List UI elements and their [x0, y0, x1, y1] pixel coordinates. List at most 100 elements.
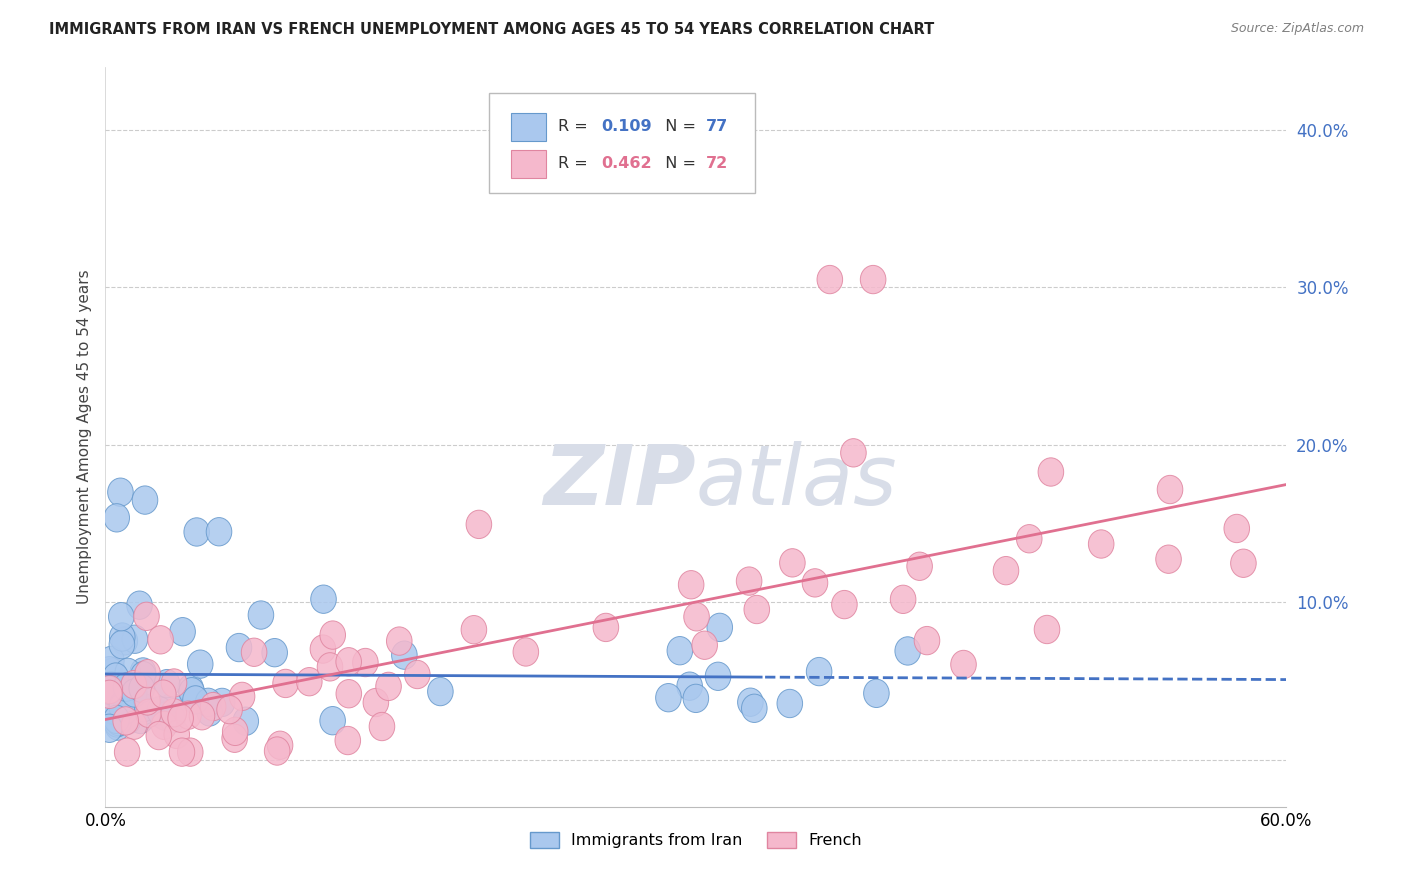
Ellipse shape: [993, 557, 1019, 585]
Ellipse shape: [121, 711, 146, 739]
Ellipse shape: [179, 678, 204, 706]
Ellipse shape: [741, 694, 768, 723]
Ellipse shape: [112, 706, 138, 735]
Ellipse shape: [233, 707, 259, 735]
Ellipse shape: [104, 504, 129, 532]
Ellipse shape: [134, 602, 159, 631]
Ellipse shape: [1035, 615, 1060, 644]
Ellipse shape: [167, 704, 194, 732]
Text: IMMIGRANTS FROM IRAN VS FRENCH UNEMPLOYMENT AMONG AGES 45 TO 54 YEARS CORRELATIO: IMMIGRANTS FROM IRAN VS FRENCH UNEMPLOYM…: [49, 22, 935, 37]
Ellipse shape: [97, 675, 122, 704]
Ellipse shape: [914, 626, 939, 655]
Ellipse shape: [104, 709, 129, 737]
Ellipse shape: [405, 660, 430, 689]
Text: N =: N =: [655, 156, 700, 171]
Ellipse shape: [1225, 515, 1250, 542]
Ellipse shape: [184, 517, 209, 546]
Ellipse shape: [149, 700, 174, 728]
Ellipse shape: [152, 711, 177, 739]
Ellipse shape: [683, 603, 710, 631]
Ellipse shape: [108, 602, 134, 631]
Ellipse shape: [162, 669, 187, 698]
Ellipse shape: [319, 706, 346, 735]
Ellipse shape: [135, 699, 162, 728]
Ellipse shape: [1156, 545, 1181, 574]
Text: 0.462: 0.462: [602, 156, 652, 171]
Ellipse shape: [112, 696, 138, 724]
Ellipse shape: [666, 637, 693, 665]
Ellipse shape: [392, 641, 418, 669]
Text: N =: N =: [655, 120, 700, 135]
Ellipse shape: [427, 677, 453, 706]
Ellipse shape: [105, 712, 131, 740]
Ellipse shape: [950, 650, 976, 679]
Ellipse shape: [98, 646, 124, 674]
Ellipse shape: [1088, 530, 1114, 558]
Text: ZIP: ZIP: [543, 441, 696, 522]
Ellipse shape: [1230, 549, 1256, 577]
Ellipse shape: [105, 707, 132, 736]
Ellipse shape: [177, 738, 202, 766]
Ellipse shape: [222, 717, 247, 746]
Ellipse shape: [112, 627, 138, 655]
Ellipse shape: [197, 698, 222, 726]
Ellipse shape: [121, 679, 148, 707]
Ellipse shape: [744, 595, 769, 624]
Ellipse shape: [229, 682, 254, 711]
Ellipse shape: [135, 687, 160, 715]
FancyBboxPatch shape: [489, 93, 755, 193]
Ellipse shape: [146, 722, 172, 750]
Ellipse shape: [860, 266, 886, 293]
Ellipse shape: [890, 585, 915, 614]
Ellipse shape: [707, 613, 733, 641]
Ellipse shape: [165, 720, 190, 748]
Ellipse shape: [907, 552, 932, 581]
Ellipse shape: [273, 669, 298, 698]
Ellipse shape: [262, 639, 287, 667]
Ellipse shape: [108, 478, 134, 507]
Text: Source: ZipAtlas.com: Source: ZipAtlas.com: [1230, 22, 1364, 36]
Ellipse shape: [152, 702, 177, 731]
Ellipse shape: [122, 690, 148, 718]
FancyBboxPatch shape: [510, 150, 546, 178]
Ellipse shape: [108, 676, 135, 704]
Text: 77: 77: [706, 120, 728, 135]
Ellipse shape: [375, 673, 401, 700]
Ellipse shape: [806, 657, 832, 686]
Ellipse shape: [98, 672, 124, 700]
Ellipse shape: [817, 266, 842, 293]
Ellipse shape: [706, 662, 731, 690]
Ellipse shape: [100, 658, 127, 686]
Text: R =: R =: [558, 156, 593, 171]
Text: atlas: atlas: [696, 441, 897, 522]
Ellipse shape: [318, 653, 343, 681]
Ellipse shape: [676, 672, 703, 700]
Ellipse shape: [131, 657, 156, 686]
Ellipse shape: [387, 627, 412, 656]
Text: 0.109: 0.109: [602, 120, 652, 135]
Ellipse shape: [353, 648, 378, 677]
Ellipse shape: [779, 549, 806, 577]
Ellipse shape: [841, 439, 866, 467]
Ellipse shape: [97, 676, 122, 705]
Ellipse shape: [150, 680, 176, 708]
Ellipse shape: [176, 701, 201, 730]
Ellipse shape: [370, 713, 395, 740]
Ellipse shape: [162, 698, 187, 727]
Ellipse shape: [122, 625, 148, 654]
Ellipse shape: [114, 738, 141, 766]
Ellipse shape: [311, 635, 336, 664]
Ellipse shape: [97, 714, 122, 742]
Ellipse shape: [146, 697, 173, 725]
Ellipse shape: [513, 638, 538, 666]
Ellipse shape: [110, 693, 135, 722]
Ellipse shape: [200, 692, 226, 721]
Ellipse shape: [335, 726, 360, 755]
Ellipse shape: [132, 486, 157, 515]
Ellipse shape: [264, 737, 290, 765]
Ellipse shape: [737, 567, 762, 595]
Ellipse shape: [129, 674, 155, 703]
Ellipse shape: [169, 738, 194, 766]
Ellipse shape: [131, 693, 156, 722]
Ellipse shape: [110, 690, 135, 718]
